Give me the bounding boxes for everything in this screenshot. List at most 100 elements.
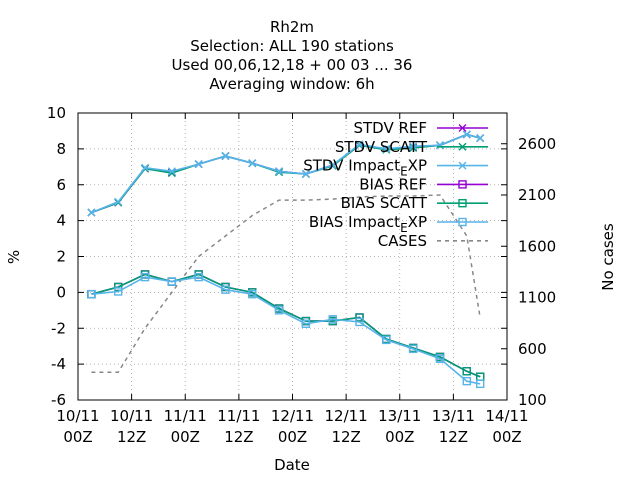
legend-entry: BIAS SCATT xyxy=(341,194,488,212)
legend-entry: CASES xyxy=(378,232,488,250)
x-tick-label-date: 12/11 xyxy=(271,407,314,425)
series-line xyxy=(91,273,481,378)
data-point-x-marker xyxy=(248,159,257,168)
data-point-square-marker xyxy=(355,317,364,327)
y-tick-label: 6 xyxy=(56,176,66,194)
y2-tick-label: 600 xyxy=(518,340,547,358)
x-axis-label: Date xyxy=(274,456,310,474)
series-layer xyxy=(87,130,485,389)
series-line xyxy=(91,133,481,214)
data-point-x-marker xyxy=(355,140,364,149)
data-point-square-marker xyxy=(87,289,96,299)
y2-tick-label: 100 xyxy=(518,391,547,409)
x-tick-label-hour: 00Z xyxy=(171,428,200,446)
legend-label: STDV SCATT xyxy=(335,138,428,156)
legend-entry: BIAS REF xyxy=(359,175,488,193)
data-point-x-marker xyxy=(141,163,150,172)
y-axis-label: % xyxy=(5,250,23,264)
x-tick-label-date: 13/11 xyxy=(378,407,421,425)
y2-tick-label: 1100 xyxy=(518,289,556,307)
x-tick-label-date: 12/11 xyxy=(325,407,368,425)
series-stdv-impact-exp xyxy=(87,130,485,217)
y2-tick-label: 1600 xyxy=(518,237,556,255)
data-point-square-marker xyxy=(194,272,203,282)
series-bias-impact-exp xyxy=(87,272,485,389)
x-tick-label-date: 11/11 xyxy=(164,407,207,425)
legend-label: STDV ImpactEXP xyxy=(303,157,427,179)
data-point-x-marker xyxy=(476,134,485,143)
data-point-x-marker xyxy=(458,161,467,170)
data-point-square-marker xyxy=(458,217,467,227)
data-point-square-marker xyxy=(301,319,311,328)
data-point-x-marker xyxy=(462,130,471,139)
x-tick-label-hour: 00Z xyxy=(63,428,92,446)
y-tick-label: 0 xyxy=(56,283,66,301)
y-axis: -6 -4 -2 0 2 4 6 8 10 xyxy=(47,104,507,409)
y2-axis: 100 600 1100 1600 2100 2600 xyxy=(501,135,556,409)
data-point-x-marker xyxy=(114,197,123,206)
x-axis: 10/11 00Z 10/11 12Z 11/11 00Z 11/11 12Z 12/11 00Z… xyxy=(56,113,529,446)
y-tick-label: 8 xyxy=(56,140,66,158)
title-line-2: Selection: ALL 190 stations xyxy=(190,37,394,55)
x-tick-label-date: 13/11 xyxy=(432,407,475,425)
data-point-x-marker xyxy=(458,142,467,151)
x-tick-label-date: 14/11 xyxy=(485,407,528,425)
data-point-x-marker xyxy=(301,169,310,178)
data-point-square-marker xyxy=(458,198,467,208)
x-tick-label-hour: 00Z xyxy=(385,428,414,446)
x-tick-label-date: 10/11 xyxy=(56,407,99,425)
x-tick-label-date: 11/11 xyxy=(217,407,260,425)
data-point-x-marker xyxy=(328,161,337,170)
data-point-square-marker xyxy=(248,289,257,299)
y-tick-label: 2 xyxy=(56,248,66,266)
data-point-x-marker xyxy=(167,167,176,176)
legend-label: STDV REF xyxy=(353,119,427,137)
data-point-square-marker xyxy=(462,376,471,386)
data-point-square-marker xyxy=(274,306,284,315)
legend-label: CASES xyxy=(378,232,427,250)
chart-title: Rh2m Selection: ALL 190 stations Used 00… xyxy=(172,18,413,93)
y2-tick-label: 2600 xyxy=(518,135,556,153)
data-point-x-marker xyxy=(275,167,284,176)
y-tick-label: 10 xyxy=(47,104,66,122)
x-tick-label-hour: 12Z xyxy=(117,428,146,446)
series-line xyxy=(91,276,481,385)
title-line-1: Rh2m xyxy=(270,18,314,36)
x-tick-label-hour: 12Z xyxy=(331,428,360,446)
data-point-square-marker xyxy=(167,277,177,286)
y2-tick-label: 2100 xyxy=(518,186,556,204)
data-point-square-marker xyxy=(408,344,418,354)
data-point-x-marker xyxy=(458,124,467,132)
y-tick-label: 4 xyxy=(56,212,66,230)
data-point-square-marker xyxy=(458,180,467,189)
data-point-x-marker xyxy=(382,144,391,153)
data-point-square-marker xyxy=(382,335,391,345)
legend-entry: STDV REF xyxy=(353,119,488,137)
data-point-square-marker xyxy=(140,272,150,282)
data-point-square-marker xyxy=(221,285,230,294)
data-point-square-marker xyxy=(328,315,337,324)
grid xyxy=(77,112,508,401)
data-point-x-marker xyxy=(435,141,444,150)
data-point-square-marker xyxy=(114,287,123,296)
data-point-x-marker xyxy=(194,160,203,169)
x-tick-label-hour: 12Z xyxy=(439,428,468,446)
x-tick-label-hour: 12Z xyxy=(224,428,253,446)
data-point-square-marker xyxy=(462,367,471,376)
y-tick-label: -4 xyxy=(51,355,66,373)
data-point-square-marker xyxy=(475,379,485,389)
y-tick-label: -2 xyxy=(51,319,66,337)
y2-axis-label: No cases xyxy=(599,223,617,291)
y-tick-label: -6 xyxy=(51,391,66,409)
legend-label: BIAS SCATT xyxy=(341,194,428,212)
legend-label: BIAS ImpactEXP xyxy=(309,213,427,235)
data-point-x-marker xyxy=(221,152,230,161)
legend-entry: STDV SCATT xyxy=(335,138,488,156)
data-point-x-marker xyxy=(409,142,418,151)
legend-label: BIAS REF xyxy=(359,175,427,193)
data-point-x-marker xyxy=(87,208,96,217)
x-tick-label-hour: 00Z xyxy=(278,428,307,446)
data-point-square-marker xyxy=(114,282,123,292)
legend-entry: STDV ImpactEXP xyxy=(303,157,488,179)
